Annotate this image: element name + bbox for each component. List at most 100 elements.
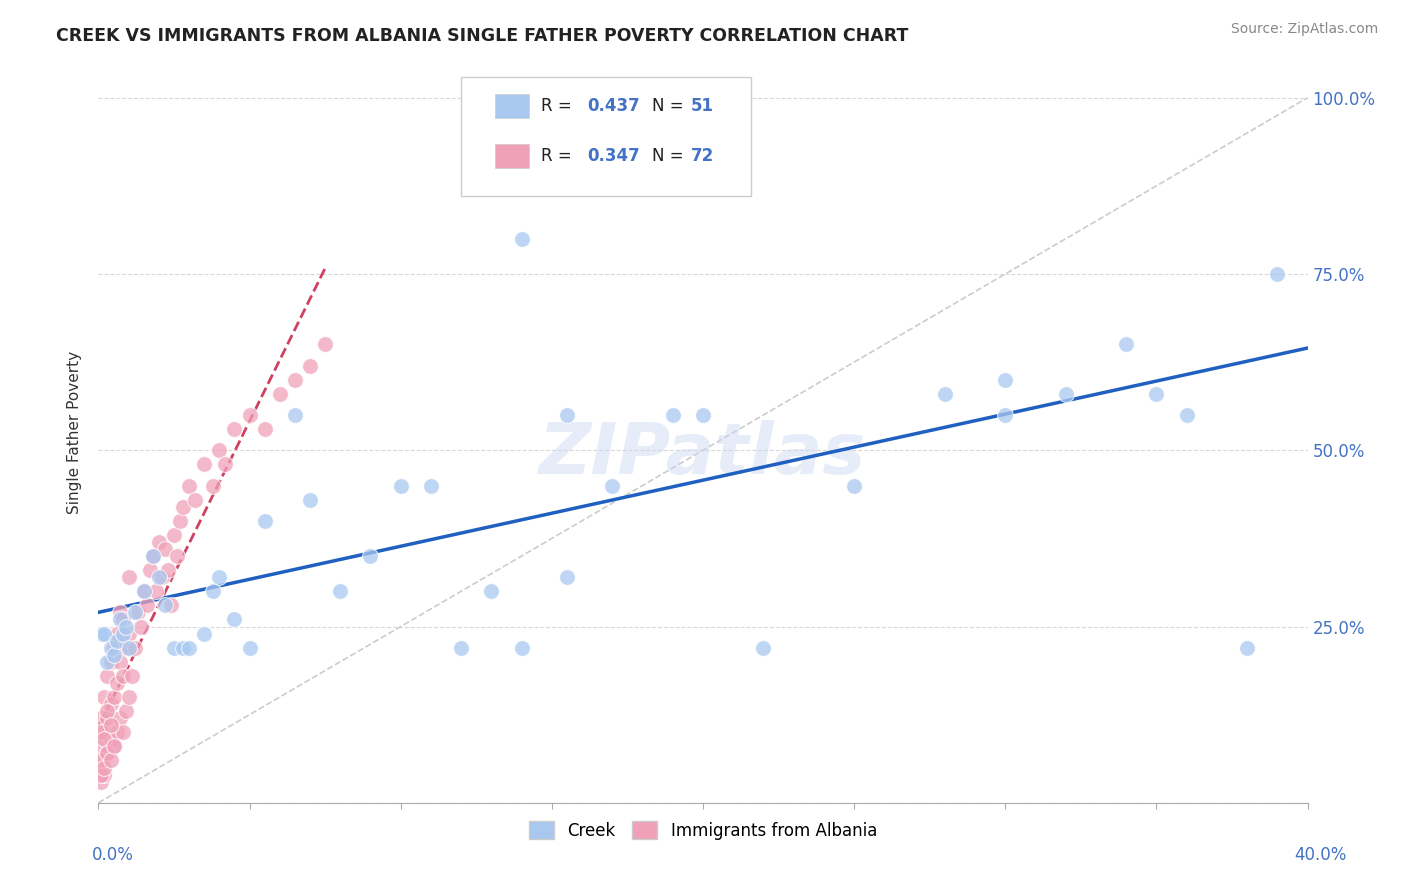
Point <box>314 337 336 351</box>
Point <box>90 725 112 739</box>
Point <box>132 584 155 599</box>
Point <box>208 443 231 458</box>
Point <box>105 626 128 640</box>
Point <box>602 478 624 492</box>
Point <box>118 570 141 584</box>
Point <box>163 528 186 542</box>
Point <box>108 711 131 725</box>
Text: 0.347: 0.347 <box>586 146 640 165</box>
Point <box>284 408 307 422</box>
Point <box>111 725 134 739</box>
Point <box>96 704 118 718</box>
Point <box>994 408 1017 422</box>
Point <box>420 478 443 492</box>
Point <box>103 690 125 704</box>
Point <box>90 626 112 640</box>
Point <box>661 408 683 422</box>
Point <box>108 612 131 626</box>
Point <box>93 732 115 747</box>
Text: 0.437: 0.437 <box>586 97 640 115</box>
Point <box>329 584 352 599</box>
Point <box>100 754 122 768</box>
Point <box>844 478 866 492</box>
Point <box>96 747 118 761</box>
Point <box>1144 387 1167 401</box>
Point <box>103 739 125 754</box>
Point <box>202 478 225 492</box>
Point <box>114 704 136 718</box>
Point <box>118 690 141 704</box>
Point <box>127 606 149 620</box>
Point <box>150 570 173 584</box>
Point <box>103 640 125 655</box>
Point <box>90 754 112 768</box>
Point <box>100 732 122 747</box>
Text: Source: ZipAtlas.com: Source: ZipAtlas.com <box>1230 22 1378 37</box>
Point <box>103 739 125 754</box>
Bar <box>495 95 529 118</box>
Point <box>214 458 236 472</box>
Bar <box>495 144 529 168</box>
Point <box>111 612 134 626</box>
Point <box>284 373 307 387</box>
Point <box>166 549 188 563</box>
Point <box>360 549 382 563</box>
Point <box>90 711 112 725</box>
Point <box>96 669 118 683</box>
Point <box>96 711 118 725</box>
Point <box>100 655 122 669</box>
Point <box>1115 337 1137 351</box>
Legend: Creek, Immigrants from Albania: Creek, Immigrants from Albania <box>523 814 883 847</box>
Point <box>135 599 157 613</box>
Point <box>145 584 167 599</box>
Point <box>540 97 562 112</box>
Point <box>172 500 194 514</box>
Point <box>108 606 131 620</box>
Point <box>91 754 114 768</box>
Point <box>90 774 112 789</box>
Point <box>121 669 143 683</box>
Text: N =: N = <box>652 97 689 115</box>
Point <box>752 640 775 655</box>
Point <box>118 626 141 640</box>
Point <box>160 599 183 613</box>
Point <box>1054 387 1077 401</box>
Point <box>239 640 262 655</box>
Point <box>179 478 201 492</box>
Point <box>224 612 246 626</box>
Point <box>193 458 215 472</box>
Point <box>89 760 111 774</box>
Point <box>124 640 146 655</box>
Point <box>692 408 714 422</box>
Point <box>193 626 215 640</box>
Point <box>111 669 134 683</box>
Point <box>93 760 115 774</box>
Point <box>555 408 578 422</box>
Text: R =: R = <box>541 146 576 165</box>
Point <box>156 563 179 577</box>
Point <box>148 570 170 584</box>
Point <box>90 767 112 781</box>
Point <box>100 640 122 655</box>
Point <box>172 640 194 655</box>
Y-axis label: Single Father Poverty: Single Father Poverty <box>67 351 83 514</box>
Point <box>105 676 128 690</box>
Point <box>108 655 131 669</box>
Text: 72: 72 <box>690 146 714 165</box>
Point <box>142 549 165 563</box>
Point <box>153 541 176 556</box>
Point <box>163 640 186 655</box>
Point <box>269 387 291 401</box>
Text: R =: R = <box>541 97 576 115</box>
FancyBboxPatch shape <box>461 78 751 195</box>
Text: CREEK VS IMMIGRANTS FROM ALBANIA SINGLE FATHER POVERTY CORRELATION CHART: CREEK VS IMMIGRANTS FROM ALBANIA SINGLE … <box>56 27 908 45</box>
Text: N =: N = <box>652 146 689 165</box>
Point <box>450 640 472 655</box>
Point <box>100 718 122 732</box>
Point <box>169 514 191 528</box>
Point <box>93 690 115 704</box>
Point <box>299 359 322 373</box>
Point <box>100 697 122 711</box>
Point <box>934 387 956 401</box>
Point <box>179 640 201 655</box>
